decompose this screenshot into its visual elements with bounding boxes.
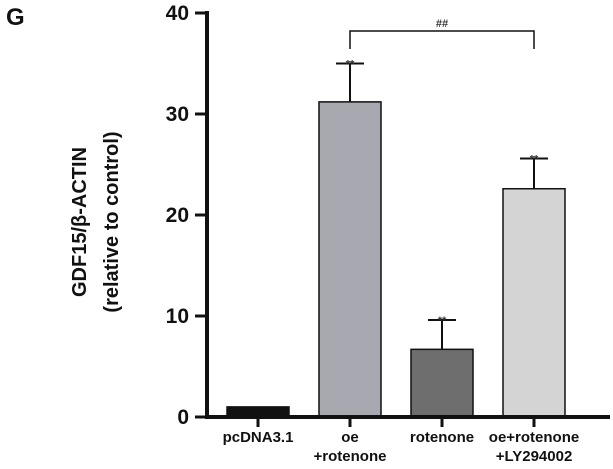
- significance-label-2: **: [438, 315, 447, 327]
- y-tick-label-3: 30: [166, 103, 189, 126]
- error-bar-2: [428, 319, 456, 350]
- error-bar-3: [520, 157, 548, 189]
- x-tick-label-2-line-0: rotenone: [410, 429, 474, 446]
- bars-group: [226, 101, 566, 418]
- x-tick-label-3-line-1: +LY294002: [496, 448, 573, 465]
- x-tick-label-1-line-0: oe: [341, 429, 359, 446]
- x-tick-label-3-line-0: oe+rotenone: [489, 429, 579, 446]
- comparison-bracket: ##: [349, 18, 535, 49]
- y-axis-title: GDF15/β-ACTIN (relative to control): [69, 131, 123, 312]
- comparison-label: ##: [436, 18, 448, 30]
- error-bars-group: [336, 62, 548, 350]
- significance-group: ** ** ** ##: [346, 18, 539, 327]
- y-tick-label-1: 10: [166, 305, 189, 328]
- bar-3: [502, 187, 566, 418]
- x-tick-label-0-line-0: pcDNA3.1: [223, 429, 294, 446]
- y-axis-label-line-2: (relative to control): [101, 131, 123, 312]
- significance-label-3: **: [530, 153, 539, 165]
- y-axis-label-line-1: GDF15/β-ACTIN: [69, 147, 91, 297]
- y-ticks-group: 0 10 20 30 40: [166, 2, 207, 429]
- panel-letter: G: [6, 4, 25, 31]
- error-bar-1: [336, 62, 364, 102]
- y-tick-label-4: 40: [166, 2, 189, 25]
- bar-2: [410, 348, 474, 418]
- bar-1: [318, 101, 382, 418]
- y-tick-label-0: 0: [177, 406, 189, 429]
- y-tick-label-2: 20: [166, 204, 189, 227]
- x-tick-label-1-line-1: +rotenone: [314, 448, 387, 465]
- significance-label-1: **: [346, 59, 355, 71]
